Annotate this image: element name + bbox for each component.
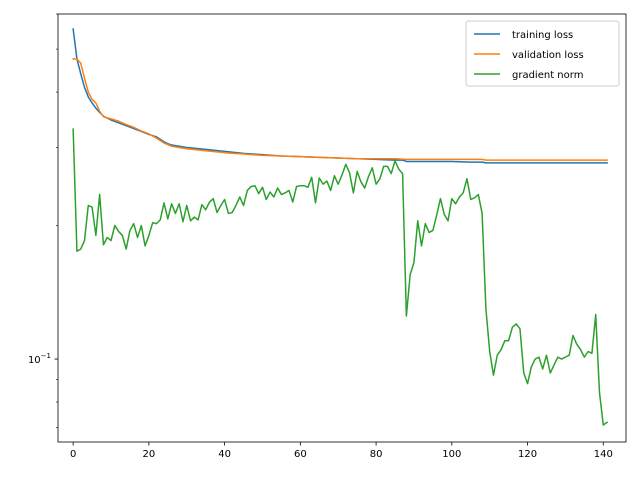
x-tick-label: 40 xyxy=(218,449,231,460)
x-tick-label: 60 xyxy=(294,449,307,460)
legend-label: training loss xyxy=(512,30,573,41)
x-tick-label: 80 xyxy=(370,449,383,460)
legend-label: validation loss xyxy=(512,50,584,61)
x-tick-label: 120 xyxy=(518,449,537,460)
x-tick-label: 0 xyxy=(70,449,76,460)
legend-box xyxy=(465,20,620,87)
x-tick-label: 20 xyxy=(143,449,156,460)
series-line-gradient-norm xyxy=(72,128,609,426)
series-layer xyxy=(72,28,609,426)
axes-layer: 0 20 40 60 80 100 120 140 10−1 xyxy=(28,13,627,460)
x-tick-label: 140 xyxy=(594,449,613,460)
legend-label: gradient norm xyxy=(512,70,583,81)
legend: training loss validation loss gradient nor… xyxy=(465,20,620,87)
y-tick-label: 10−1 xyxy=(28,352,51,366)
x-tick-label: 100 xyxy=(442,449,461,460)
series-line-validation-loss xyxy=(72,58,608,161)
axes-frame xyxy=(57,13,627,443)
